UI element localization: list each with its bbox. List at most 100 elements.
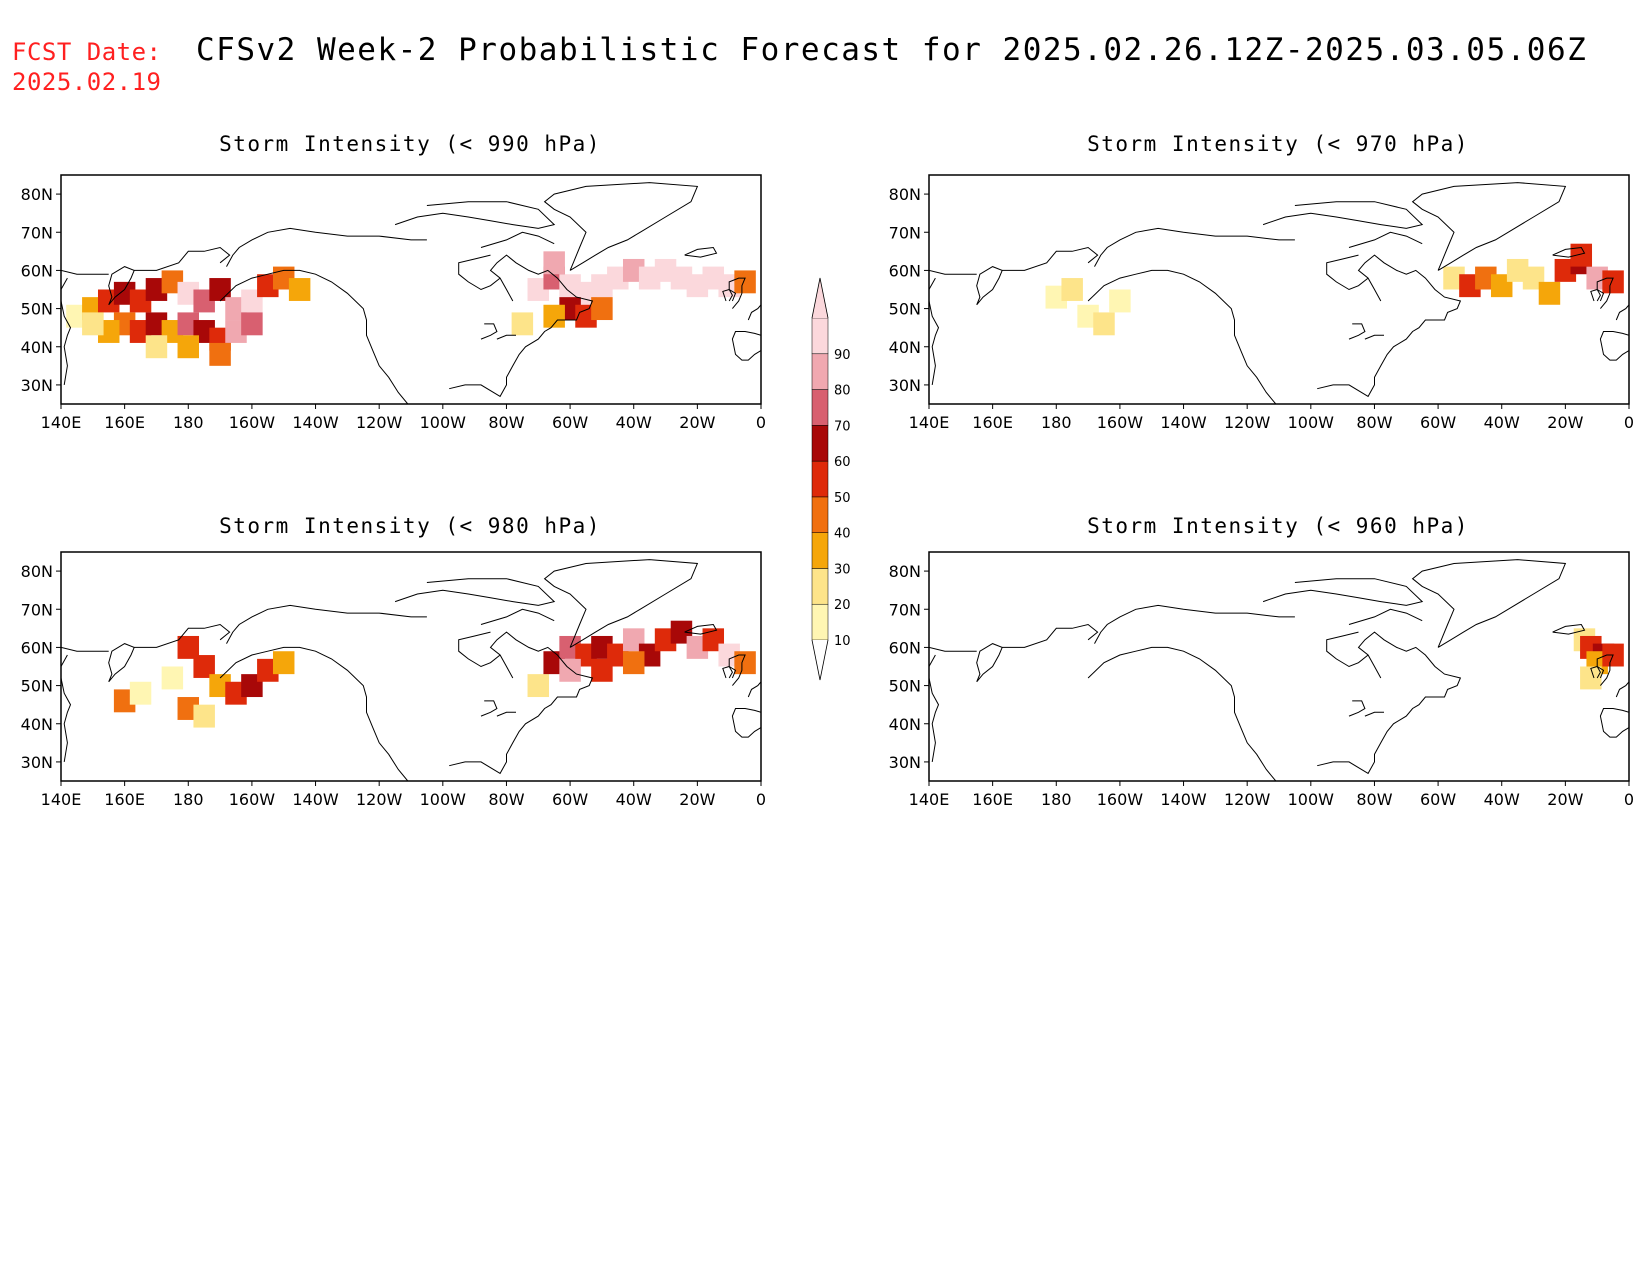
lat-tick-label: 70N <box>889 223 921 242</box>
colorbar-segment <box>811 353 829 390</box>
lon-tick-label: 60W <box>1420 413 1456 432</box>
lon-tick-label: 180 <box>173 790 204 809</box>
lon-tick-label: 180 <box>1041 790 1072 809</box>
coastline <box>1262 578 1424 606</box>
probability-cell <box>82 312 104 336</box>
lon-tick-label: 100W <box>420 790 467 809</box>
lon-tick-label: 20W <box>1547 413 1583 432</box>
probability-cell <box>209 342 231 366</box>
colorbar-label: 20 <box>834 598 851 613</box>
coastline <box>226 604 427 644</box>
coastline <box>1262 201 1424 229</box>
coastline <box>684 623 718 635</box>
coastline <box>1590 288 1601 302</box>
probability-cell <box>1538 281 1561 305</box>
coastline <box>728 654 746 686</box>
lon-tick-label: 0 <box>756 790 766 809</box>
colorbar-label: 40 <box>834 527 851 542</box>
map-frame <box>60 551 762 782</box>
lon-tick-label: 160E <box>104 413 145 432</box>
lon-tick-label: 80W <box>1356 790 1392 809</box>
coastline <box>1348 700 1366 717</box>
lon-tick-label: 60W <box>1420 790 1456 809</box>
lat-tick-label: 40N <box>21 715 53 734</box>
lat-tick-label: 30N <box>21 753 53 772</box>
probability-cell <box>591 658 613 682</box>
lat-tick-label: 30N <box>21 376 53 395</box>
coastline <box>449 254 594 398</box>
coastline <box>929 277 940 385</box>
colorbar-label: 80 <box>834 384 851 399</box>
lon-tick-label: 40W <box>1484 413 1520 432</box>
lon-tick-label: 140W <box>292 790 339 809</box>
coastline <box>728 277 746 309</box>
coastline <box>1599 708 1629 738</box>
coastline <box>1348 323 1366 340</box>
map-frame <box>60 174 762 405</box>
coastline <box>1364 711 1384 717</box>
map-frame <box>928 174 1630 405</box>
lon-tick-label: 100W <box>1288 790 1335 809</box>
lon-tick-label: 80W <box>488 413 524 432</box>
coastline <box>1552 623 1586 635</box>
coastline <box>1596 277 1614 309</box>
coastline <box>458 254 501 291</box>
forecast-date-value: 2025.02.19 <box>12 68 162 96</box>
coastline <box>731 331 761 361</box>
lon-tick-label: 20W <box>1547 790 1583 809</box>
colorbar-segment <box>811 425 829 462</box>
probability-cell <box>734 651 756 675</box>
lon-tick-label: 160W <box>229 790 276 809</box>
coastline <box>61 654 72 762</box>
lon-tick-label: 40W <box>616 790 652 809</box>
lat-tick-label: 40N <box>21 338 53 357</box>
lon-tick-label: 100W <box>1288 413 1335 432</box>
coastline <box>394 201 556 229</box>
probability-cell <box>288 278 311 301</box>
panel-title-960: Storm Intensity (< 960 hPa) <box>1087 514 1469 538</box>
lon-tick-label: 20W <box>679 413 715 432</box>
lon-tick-label: 140E <box>909 790 950 809</box>
colorbar: 10 20 30 40 50 60 70 80 90 <box>811 277 851 681</box>
lon-tick-label: 120W <box>356 790 403 809</box>
coastline <box>480 231 555 248</box>
lon-tick-label: 120W <box>1224 790 1271 809</box>
lat-tick-label: 80N <box>889 185 921 204</box>
lat-tick-label: 80N <box>21 562 53 581</box>
coastline <box>394 578 556 606</box>
lon-tick-label: 160E <box>972 413 1013 432</box>
coastline <box>496 711 516 717</box>
coastline <box>1552 246 1586 258</box>
lon-tick-label: 80W <box>488 790 524 809</box>
probability-field <box>61 182 761 404</box>
coastline <box>1326 254 1369 291</box>
probability-cell <box>193 655 215 678</box>
lon-tick-label: 160W <box>1097 413 1144 432</box>
colorbar-segment <box>811 532 829 569</box>
coastline <box>1087 646 1277 781</box>
coastline <box>1411 559 1567 648</box>
coastline <box>226 227 427 267</box>
probability-cell <box>1570 243 1593 267</box>
coastline <box>1599 331 1629 361</box>
probability-field <box>929 182 1629 404</box>
coastline <box>929 646 977 652</box>
lon-tick-label: 40W <box>1484 790 1520 809</box>
probability-cell <box>1061 278 1083 301</box>
coastline <box>976 643 1003 683</box>
coastline <box>449 631 594 775</box>
colorbar-label: 30 <box>834 562 851 577</box>
lat-tick-label: 50N <box>889 677 921 696</box>
lon-tick-label: 80W <box>1356 413 1392 432</box>
coastline <box>1002 246 1099 271</box>
coastline <box>731 708 761 738</box>
lat-tick-label: 40N <box>889 715 921 734</box>
lon-tick-label: 160E <box>972 790 1013 809</box>
lat-tick-label: 60N <box>21 638 53 657</box>
lat-tick-label: 50N <box>21 300 53 319</box>
lon-tick-label: 0 <box>1624 413 1634 432</box>
lon-tick-label: 60W <box>552 413 588 432</box>
lon-tick-label: 100W <box>420 413 467 432</box>
probability-cell <box>622 651 645 675</box>
map-frame <box>928 551 1630 782</box>
